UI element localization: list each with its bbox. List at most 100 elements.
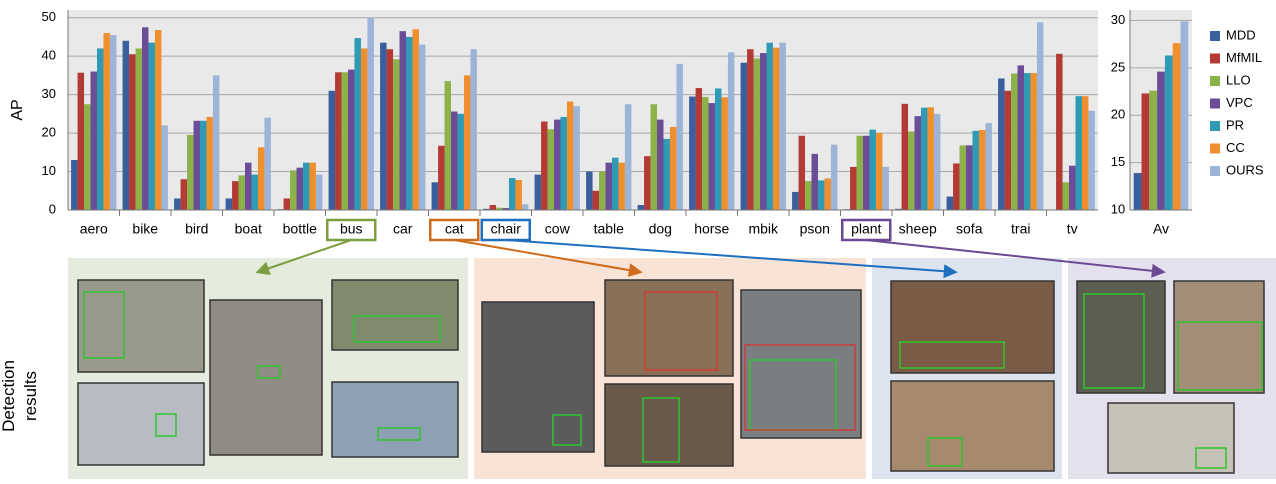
bar — [199, 120, 207, 210]
bar — [174, 198, 181, 210]
bar — [875, 133, 883, 210]
bar — [566, 101, 574, 210]
bar — [760, 53, 767, 211]
x-tick-label: aero — [80, 221, 108, 237]
bar — [978, 130, 986, 210]
bar — [418, 44, 426, 210]
bar — [341, 72, 349, 210]
bar — [1056, 53, 1063, 210]
bar — [695, 88, 703, 210]
legend-swatch — [1210, 31, 1220, 41]
x-tick-label: mbik — [748, 221, 779, 237]
bar — [689, 96, 696, 210]
bar — [90, 71, 97, 211]
bar — [869, 129, 876, 210]
bar — [238, 175, 246, 210]
photo — [604, 383, 734, 467]
bar — [798, 135, 806, 210]
bar — [187, 135, 194, 210]
bar — [1081, 96, 1089, 210]
bar — [496, 207, 503, 210]
x-tick-label: tv — [1067, 221, 1078, 237]
legend-swatch — [1210, 143, 1220, 154]
bar — [309, 162, 316, 210]
photo — [1076, 280, 1166, 394]
bar — [1023, 73, 1031, 210]
bar — [1062, 182, 1070, 210]
bar — [721, 97, 728, 210]
bar — [908, 131, 915, 210]
bar — [914, 116, 921, 210]
y-tick-label: 50 — [42, 9, 56, 24]
bar — [1030, 73, 1037, 210]
bar — [1017, 65, 1024, 210]
bar — [451, 111, 458, 210]
bar — [586, 171, 593, 210]
legend-label: OURS — [1226, 162, 1264, 177]
bar — [77, 72, 85, 210]
y-tick-label: 15 — [1111, 154, 1125, 169]
x-tick-label: chair — [491, 221, 522, 237]
x-tick-label: cow — [545, 221, 571, 237]
legend-swatch — [1210, 121, 1220, 131]
bar — [772, 47, 780, 210]
bar — [360, 48, 368, 210]
bar — [386, 49, 394, 210]
bar — [850, 166, 857, 210]
detection-box — [1083, 293, 1145, 389]
photo — [331, 279, 459, 351]
x-tick-label: table — [594, 221, 625, 237]
bar — [830, 144, 838, 210]
bar — [985, 123, 992, 210]
x-tick-label: dog — [649, 221, 672, 237]
bar — [508, 178, 516, 210]
bar — [953, 163, 960, 210]
bar — [521, 204, 529, 210]
detection-box — [353, 315, 441, 343]
y-tick-label: 30 — [42, 86, 56, 101]
x-tick-label: bird — [185, 221, 208, 237]
bar — [1088, 110, 1095, 210]
bar — [251, 174, 258, 210]
photo — [890, 380, 1055, 472]
legend-label: CC — [1226, 140, 1245, 155]
detection-box — [644, 291, 718, 371]
detection-box — [83, 291, 125, 359]
bar — [805, 181, 812, 210]
bar — [779, 42, 786, 210]
y-tick-label: 10 — [42, 163, 56, 178]
bar — [1164, 55, 1173, 210]
bar — [380, 42, 387, 210]
legend-swatch — [1210, 98, 1220, 109]
detection-box — [377, 427, 421, 441]
bar — [399, 31, 406, 211]
bar — [232, 181, 239, 210]
bar — [650, 104, 658, 210]
photo — [604, 279, 734, 377]
photo — [77, 382, 205, 466]
x-tick-label: bottle — [283, 221, 317, 237]
bar — [747, 49, 754, 210]
bar — [393, 59, 400, 210]
y-tick-label: 30 — [1111, 12, 1125, 27]
bar — [895, 208, 902, 210]
bar — [1172, 43, 1181, 210]
bar — [193, 120, 200, 210]
y-tick-label: 20 — [42, 125, 56, 140]
bar — [644, 156, 651, 210]
legend-label: MfMIL — [1226, 50, 1262, 65]
legend-label: MDD — [1226, 27, 1256, 42]
bar — [753, 58, 761, 210]
bar — [1036, 22, 1044, 210]
bar — [283, 198, 291, 210]
detection-box — [744, 344, 856, 431]
bar — [431, 182, 439, 210]
panel-label-line: Detection — [0, 360, 18, 432]
bar — [161, 125, 168, 210]
bar — [573, 106, 580, 210]
photo — [331, 381, 459, 458]
bar — [676, 63, 683, 210]
bar — [1149, 90, 1158, 210]
bar — [534, 174, 542, 210]
bar — [245, 162, 252, 210]
